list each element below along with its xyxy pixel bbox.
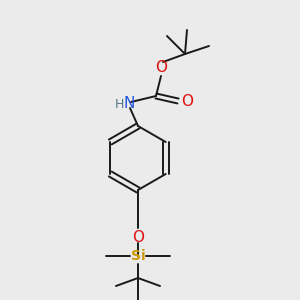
- Text: O: O: [155, 59, 167, 74]
- Text: O: O: [181, 94, 193, 109]
- Text: H: H: [114, 98, 124, 110]
- Text: Si: Si: [131, 249, 145, 263]
- Text: N: N: [123, 97, 135, 112]
- Text: O: O: [132, 230, 144, 244]
